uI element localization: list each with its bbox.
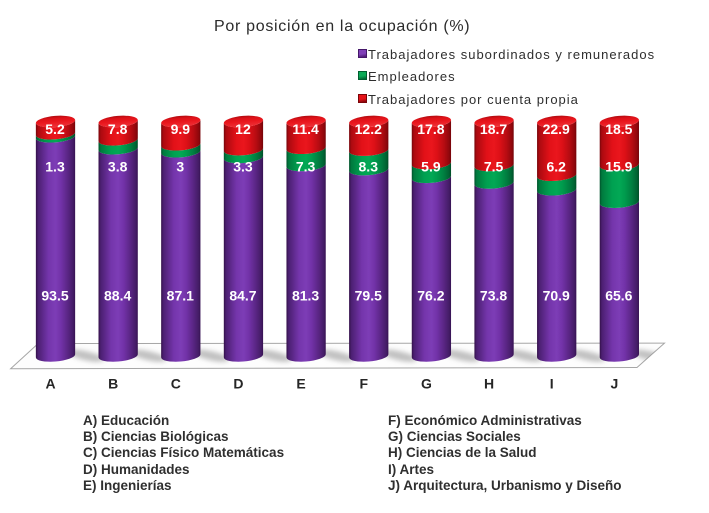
svg-text:65.6: 65.6 xyxy=(605,287,632,303)
svg-text:17.8: 17.8 xyxy=(417,121,444,137)
svg-text:18.5: 18.5 xyxy=(605,121,632,137)
svg-text:15.9: 15.9 xyxy=(605,158,632,174)
svg-text:J: J xyxy=(610,376,618,392)
svg-text:18.7: 18.7 xyxy=(480,121,507,137)
svg-text:73.8: 73.8 xyxy=(480,287,507,303)
svg-text:76.2: 76.2 xyxy=(417,287,444,303)
svg-text:7.5: 7.5 xyxy=(484,158,504,174)
svg-text:9.9: 9.9 xyxy=(171,121,191,137)
svg-text:7.3: 7.3 xyxy=(296,158,316,174)
svg-text:7.8: 7.8 xyxy=(108,121,128,137)
svg-text:22.9: 22.9 xyxy=(543,121,570,137)
svg-text:6.2: 6.2 xyxy=(546,158,566,174)
svg-text:G: G xyxy=(421,376,432,392)
svg-text:70.9: 70.9 xyxy=(543,287,570,303)
svg-text:5.2: 5.2 xyxy=(45,121,65,137)
svg-text:3.8: 3.8 xyxy=(108,158,128,174)
svg-text:D: D xyxy=(233,376,243,392)
svg-text:12.2: 12.2 xyxy=(355,121,382,137)
svg-text:12: 12 xyxy=(235,121,251,137)
svg-text:93.5: 93.5 xyxy=(41,287,68,303)
svg-text:3: 3 xyxy=(176,158,184,174)
svg-text:C: C xyxy=(171,376,181,392)
svg-text:79.5: 79.5 xyxy=(355,287,382,303)
svg-text:I: I xyxy=(550,376,554,392)
svg-text:H: H xyxy=(484,376,494,392)
svg-text:87.1: 87.1 xyxy=(167,287,194,303)
svg-text:81.3: 81.3 xyxy=(292,287,319,303)
svg-text:E: E xyxy=(296,376,305,392)
svg-text:88.4: 88.4 xyxy=(104,287,131,303)
svg-text:F: F xyxy=(359,376,368,392)
svg-text:A: A xyxy=(45,376,55,392)
svg-text:84.7: 84.7 xyxy=(229,287,256,303)
svg-text:3.3: 3.3 xyxy=(233,158,253,174)
svg-text:5.9: 5.9 xyxy=(421,158,441,174)
svg-text:8.3: 8.3 xyxy=(359,158,379,174)
svg-text:11.4: 11.4 xyxy=(292,121,319,137)
svg-text:1.3: 1.3 xyxy=(45,158,65,174)
svg-text:B: B xyxy=(108,376,118,392)
